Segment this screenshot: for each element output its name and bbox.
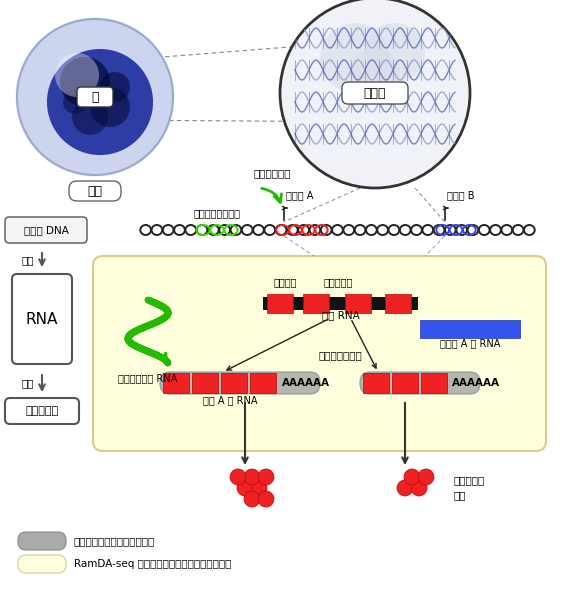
Circle shape — [350, 48, 400, 98]
Text: 新生 RNA: 新生 RNA — [321, 310, 359, 320]
Bar — [250, 373, 276, 393]
FancyBboxPatch shape — [77, 87, 113, 107]
Circle shape — [55, 53, 99, 97]
Circle shape — [404, 469, 420, 485]
Bar — [267, 294, 293, 313]
Text: AAAAAA: AAAAAA — [452, 378, 500, 388]
FancyBboxPatch shape — [5, 217, 87, 243]
Text: 異なる機能: 異なる機能 — [453, 475, 484, 485]
Circle shape — [22, 24, 168, 170]
Text: 既存の技術で計測できる範囲: 既存の技術で計測できる範囲 — [74, 536, 155, 546]
FancyBboxPatch shape — [18, 532, 66, 550]
Circle shape — [244, 469, 260, 485]
FancyBboxPatch shape — [5, 398, 79, 424]
Bar — [263, 297, 418, 310]
Text: エンハンサー RNA: エンハンサー RNA — [119, 373, 177, 383]
Bar — [221, 373, 247, 393]
Bar — [345, 294, 371, 313]
Text: ゲノム DNA: ゲノム DNA — [24, 225, 69, 235]
Circle shape — [397, 480, 413, 496]
Bar — [420, 320, 520, 338]
Text: 非ポリ A 型 RNA: 非ポリ A 型 RNA — [440, 338, 500, 348]
Text: 翻訳: 翻訳 — [22, 378, 34, 388]
Circle shape — [63, 90, 87, 114]
Text: 疾患: 疾患 — [453, 490, 466, 500]
Circle shape — [60, 57, 110, 107]
Circle shape — [418, 469, 434, 485]
FancyBboxPatch shape — [342, 82, 408, 104]
Circle shape — [258, 491, 274, 507]
Text: タンパク質: タンパク質 — [26, 406, 58, 416]
Text: イントロン: イントロン — [323, 277, 353, 287]
Circle shape — [258, 469, 274, 485]
Circle shape — [100, 72, 130, 102]
Text: RNA: RNA — [26, 312, 58, 327]
Circle shape — [251, 480, 267, 496]
Text: 細胞: 細胞 — [87, 184, 103, 197]
Circle shape — [230, 469, 246, 485]
Circle shape — [34, 36, 156, 158]
FancyBboxPatch shape — [18, 555, 66, 573]
Bar — [303, 294, 329, 313]
Bar — [363, 373, 389, 393]
Circle shape — [17, 19, 173, 175]
Text: 核: 核 — [91, 90, 99, 103]
Bar — [163, 373, 189, 393]
FancyBboxPatch shape — [360, 372, 480, 394]
Circle shape — [28, 30, 162, 164]
Bar — [385, 294, 411, 313]
Text: ゲノム: ゲノム — [364, 87, 386, 100]
Text: エキソン: エキソン — [273, 277, 297, 287]
FancyBboxPatch shape — [12, 274, 72, 364]
Text: スプライシング: スプライシング — [319, 350, 362, 360]
Bar — [192, 373, 218, 393]
FancyBboxPatch shape — [160, 372, 320, 394]
Circle shape — [15, 17, 175, 177]
Circle shape — [411, 480, 427, 496]
FancyArrowPatch shape — [262, 188, 281, 202]
Text: 遺伝子 A: 遺伝子 A — [286, 190, 314, 200]
Circle shape — [47, 49, 153, 155]
Bar — [421, 373, 447, 393]
Text: AAAAAA: AAAAAA — [282, 378, 330, 388]
Circle shape — [72, 99, 108, 135]
FancyBboxPatch shape — [69, 181, 121, 201]
Circle shape — [90, 87, 130, 127]
FancyBboxPatch shape — [93, 256, 546, 451]
Text: 遺伝子 B: 遺伝子 B — [447, 190, 475, 200]
Circle shape — [320, 23, 390, 93]
Text: エンハンサー領域: エンハンサー領域 — [193, 208, 240, 218]
Text: ポリ A 型 RNA: ポリ A 型 RNA — [203, 395, 257, 405]
Circle shape — [280, 0, 470, 188]
Circle shape — [365, 23, 425, 83]
Text: RamDA-seq で新たに計測が可能となった範囲: RamDA-seq で新たに計測が可能となった範囲 — [74, 559, 231, 569]
Circle shape — [237, 480, 253, 496]
Bar — [392, 373, 418, 393]
Text: 転写: 転写 — [22, 255, 34, 265]
Text: 転写を活性化: 転写を活性化 — [253, 168, 291, 178]
Circle shape — [244, 491, 260, 507]
